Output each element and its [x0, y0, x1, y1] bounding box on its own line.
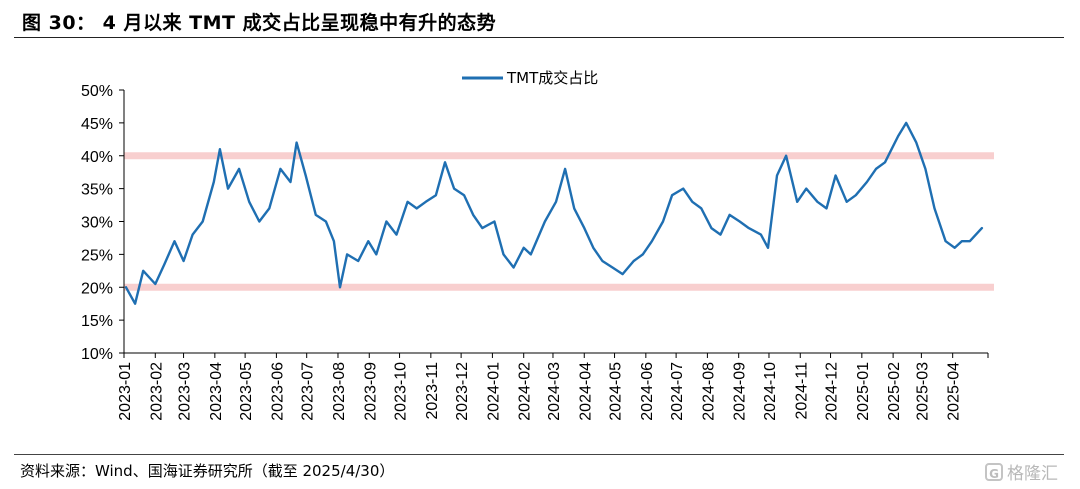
x-tick-label: 2025-04: [946, 362, 963, 421]
x-tick-label: 2023-07: [300, 362, 317, 421]
x-tick-label: 2023-08: [331, 362, 348, 421]
watermark: G 格隆汇: [985, 459, 1058, 484]
x-tick-label: 2024-07: [669, 362, 686, 421]
y-tick-label: 10%: [81, 346, 113, 363]
x-tick-label: 2024-08: [700, 362, 717, 421]
y-tick-label: 15%: [81, 313, 113, 330]
x-tick-label: 2024-04: [577, 362, 594, 421]
y-tick-label: 40%: [81, 149, 113, 166]
x-tick-label: 2023-04: [208, 362, 225, 421]
x-tick-label: 2024-01: [485, 362, 502, 421]
y-tick-label: 30%: [81, 215, 113, 232]
watermark-text: 格隆汇: [1007, 464, 1058, 484]
x-tick-label: 2023-09: [362, 362, 379, 421]
x-tick-label: 2024-11: [793, 362, 810, 420]
chart-legend: TMT成交占比: [462, 69, 598, 87]
source-divider: [14, 454, 1064, 455]
series-line: [124, 121, 984, 305]
x-tick-label: 2024-12: [824, 362, 841, 421]
x-tick-label: 2025-03: [914, 362, 931, 421]
y-tick-label: 25%: [81, 247, 113, 264]
x-tick-label: 2023-02: [148, 362, 165, 421]
x-tick-label: 2023-06: [269, 362, 286, 421]
x-tick-label: 2023-05: [238, 362, 255, 421]
source-note: 资料来源：Wind、国海证券研究所（截至 2025/4/30）: [20, 462, 395, 480]
x-tick-label: 2025-01: [855, 362, 872, 421]
y-tick-label: 35%: [81, 182, 113, 199]
x-tick-label: 2024-03: [546, 362, 563, 421]
figure-title: 图 30： 4 月以来 TMT 成交占比呈现稳中有升的态势: [22, 12, 497, 34]
x-tick-label: 2023-11: [424, 362, 441, 420]
x-tick-label: 2023-01: [117, 362, 134, 421]
x-tick-label: 2024-10: [762, 362, 779, 421]
legend-label: TMT成交占比: [506, 69, 598, 87]
x-axis: 2023-01 2023-02 2023-03 2023-04 2023-05 2023-…: [117, 352, 989, 421]
reference-band-40: [124, 152, 994, 160]
title-divider: [14, 37, 1064, 38]
y-axis: 10% 15% 20% 25% 30% 35% 40% 45% 50%: [81, 83, 125, 363]
x-tick-label: 2024-05: [608, 362, 625, 421]
x-tick-label: 2023-12: [454, 362, 471, 421]
reference-bands: [124, 152, 994, 291]
reference-band-20: [124, 283, 994, 291]
y-tick-label: 20%: [81, 280, 113, 297]
x-tick-label: 2023-10: [393, 362, 410, 421]
x-tick-label: 2023-03: [177, 362, 194, 421]
y-tick-label: 45%: [81, 116, 113, 133]
x-tick-label: 2024-02: [517, 362, 534, 421]
x-tick-label: 2024-06: [639, 362, 656, 421]
x-tick-label: 2025-02: [886, 362, 903, 421]
series-layer: [124, 121, 984, 305]
y-tick-label: 50%: [81, 83, 113, 100]
watermark-logo-icon: G: [985, 462, 1003, 481]
x-tick-label: 2024-09: [732, 362, 749, 421]
